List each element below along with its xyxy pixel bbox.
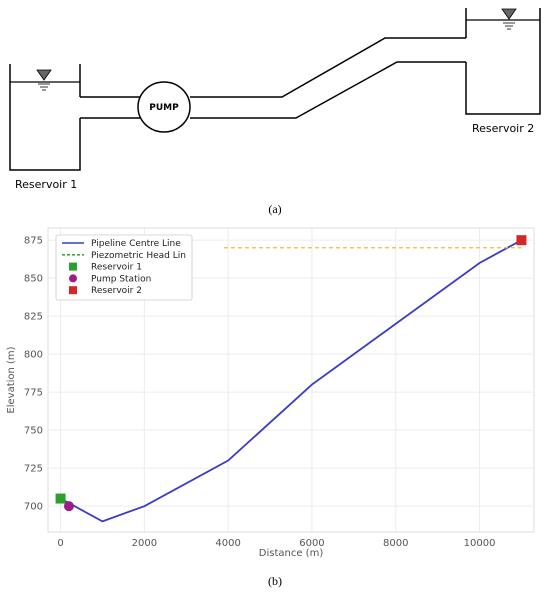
series-layer [55,235,527,523]
pump-station-marker [63,501,74,512]
reservoir-2-label: Reservoir 2 [472,122,534,135]
y-tick-label: 800 [24,350,43,361]
legend-label-reservoir-1: Reservoir 1 [91,263,142,273]
x-axis-ticks: 0 2000 4000 6000 8000 10000 [57,538,495,549]
x-tick-label: 10000 [464,538,496,549]
y-tick-label: 750 [24,426,43,437]
y-tick-label: 875 [24,236,43,247]
panel-label-a: (a) [268,202,282,216]
water-level-triangle-icon [36,69,52,91]
x-tick-label: 6000 [299,538,324,549]
x-tick-label: 4000 [215,538,240,549]
pipe-lower-wall [80,61,466,119]
y-axis-title: Elevation (m) [6,346,17,413]
x-axis-title: Distance (m) [259,548,324,559]
x-tick-label: 0 [57,538,63,549]
legend-box [55,234,193,301]
y-tick-label: 825 [24,312,43,323]
reservoir-2-tank [465,8,541,115]
legend-swatch-pump-station [69,274,77,283]
pipe-upper-wall [80,37,466,98]
elevation-chart: 700 725 750 775 800 825 850 875 0 2000 4000 6000 80… [6,227,535,559]
legend-label-piezometric-head-lin: Piezometric Head Lin [91,251,186,261]
x-tick-label: 2000 [132,538,157,549]
reservoir-1-tank [9,64,81,171]
reservoir-1-label: Reservoir 1 [15,178,77,191]
pump: PUMP [137,81,191,133]
y-tick-label: 725 [24,464,43,475]
legend-label-pipeline-centre-line: Pipeline Centre Line [91,239,181,249]
legend: Pipeline Centre Line Piezometric Head Lin… [55,234,193,301]
legend-label-reservoir-2: Reservoir 2 [91,286,142,296]
y-tick-label: 775 [24,388,43,399]
reservoir-1-marker [55,493,66,504]
y-axis-ticks: 700 725 750 775 800 825 850 875 [24,236,43,513]
pump-label: PUMP [149,103,179,113]
y-tick-label: 700 [24,502,43,513]
legend-swatch-reservoir-2 [69,286,77,295]
pipeline-centre-line-line [60,239,522,523]
x-tick-label: 8000 [383,538,408,549]
pipeline-schematic: Reservoir 1 PUMP Reservoir 2 [9,8,541,191]
reservoir-2-marker [516,235,527,246]
panel-label-b: (b) [268,574,282,588]
legend-swatch-reservoir-1 [69,262,77,271]
water-level-triangle-icon [501,8,517,30]
legend-label-pump-station: Pump Station [91,274,151,284]
y-tick-label: 850 [24,274,43,285]
